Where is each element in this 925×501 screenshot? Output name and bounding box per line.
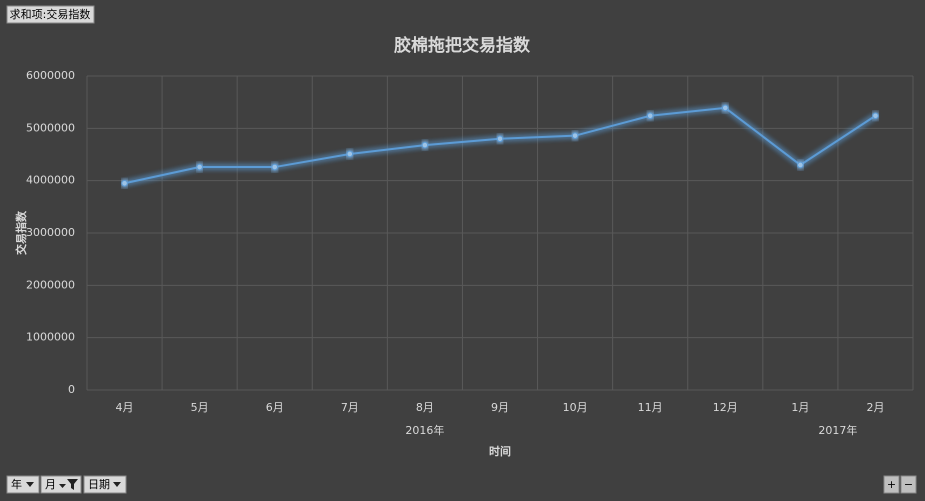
y-tick-label: 5000000 — [26, 121, 75, 134]
field-button[interactable]: 月 — [40, 475, 82, 494]
x-tick-label: 1月 — [791, 401, 809, 414]
y-tick-label: 0 — [68, 383, 75, 396]
dropdown-arrow[interactable] — [59, 484, 66, 488]
button-box[interactable] — [900, 475, 917, 494]
y-tick-label: 2000000 — [26, 278, 75, 291]
point-marker — [872, 112, 879, 120]
dropdown-arrow[interactable] — [113, 482, 121, 487]
x-tick-label: 4月 — [116, 401, 134, 414]
x-tick-label: 10月 — [563, 401, 588, 414]
x-group-label: 2017年 — [818, 423, 857, 437]
y-tick-label: 1000000 — [26, 331, 75, 344]
point-marker — [571, 132, 579, 139]
y-tick-label: 4000000 — [26, 174, 75, 187]
button-label[interactable]: 月 — [45, 478, 56, 491]
point-marker — [421, 141, 429, 149]
button-label[interactable]: − — [904, 478, 913, 491]
button-label[interactable]: 求和项:交易指数 — [10, 7, 91, 21]
point-marker — [496, 135, 504, 143]
point-marker — [797, 161, 804, 169]
button-box[interactable] — [6, 475, 40, 494]
x-tick-label: 11月 — [638, 401, 663, 414]
point-marker — [271, 163, 279, 171]
point-marker — [196, 163, 203, 171]
x-tick-label: 9月 — [491, 401, 509, 414]
button-box[interactable] — [883, 475, 900, 494]
x-axis-title: 时间 — [489, 444, 511, 458]
y-tick-label: 3000000 — [26, 226, 75, 239]
value-field-button[interactable]: 求和项:交易指数 — [6, 5, 95, 24]
y-tick-label: 6000000 — [26, 69, 75, 82]
x-tick-label: 6月 — [266, 401, 284, 414]
point-marker — [646, 112, 654, 120]
chart-title: 胶棉拖把交易指数 — [394, 35, 531, 56]
filter-icon[interactable] — [67, 479, 78, 490]
field-button[interactable]: 日期 — [83, 475, 127, 494]
x-tick-label: 7月 — [341, 401, 359, 414]
zoom-in-button[interactable]: + — [883, 475, 900, 494]
button-label[interactable]: + — [887, 478, 896, 491]
x-tick-label: 12月 — [713, 401, 738, 414]
point-marker — [121, 179, 128, 187]
x-tick-label: 2月 — [866, 401, 884, 414]
zoom-out-button[interactable]: − — [900, 475, 917, 494]
field-button[interactable]: 年 — [6, 475, 40, 494]
dropdown-arrow[interactable] — [26, 482, 34, 487]
point-marker — [346, 150, 354, 158]
y-axis-title: 交易指数 — [14, 210, 28, 255]
button-label[interactable]: 日期 — [88, 478, 110, 491]
button-box[interactable] — [83, 475, 127, 494]
x-tick-label: 5月 — [191, 401, 209, 414]
point-marker — [721, 104, 729, 112]
x-tick-label: 8月 — [416, 401, 434, 414]
x-group-label: 2016年 — [405, 423, 444, 437]
button-label[interactable]: 年 — [11, 477, 22, 491]
button-box[interactable] — [6, 5, 95, 24]
